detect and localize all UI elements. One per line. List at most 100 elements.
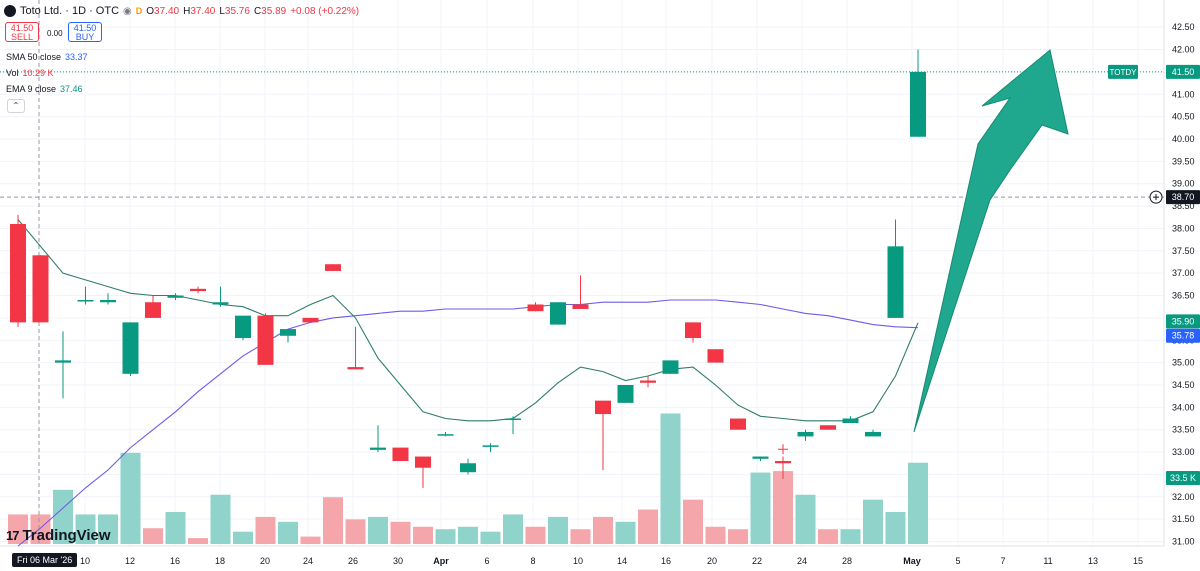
candle-body [122, 322, 139, 374]
time-tick-label: 28 [842, 556, 852, 566]
candle-body [145, 302, 161, 318]
candle-body [212, 302, 229, 305]
time-tick-label: 24 [303, 556, 313, 566]
candle-body [32, 255, 49, 323]
time-tick-label: 16 [661, 556, 671, 566]
volume-bar [300, 536, 321, 544]
price-badge-label: TOTDY [1110, 68, 1138, 77]
indicator-volume[interactable]: Vol 10.29 K [6, 68, 54, 78]
candle-body [910, 71, 926, 137]
volume-bar [638, 509, 658, 544]
price-tick-label: 35.00 [1172, 358, 1195, 368]
volume-bar [278, 521, 298, 544]
price-badge-value: 35.78 [1172, 331, 1195, 341]
volume-bar [548, 516, 568, 544]
time-tick-label: 8 [530, 556, 535, 566]
volume-bar [705, 526, 726, 544]
price-tick-label: 42.00 [1172, 45, 1195, 55]
volume-bar [458, 526, 478, 544]
price-tick-label: 31.00 [1172, 537, 1195, 547]
volume-bar [863, 499, 883, 544]
volume-bar [413, 526, 433, 544]
time-tick-label: 30 [393, 556, 403, 566]
eye-icon[interactable]: ◉ [123, 5, 132, 17]
candle-body [190, 288, 206, 292]
candle-body [775, 461, 791, 464]
volume-bar [908, 462, 928, 544]
price-badge-value: 33.5 K [1170, 473, 1196, 483]
candle-body [707, 349, 724, 363]
time-tick-label: May [903, 556, 921, 566]
candle-body [235, 315, 251, 339]
volume-bar [30, 514, 51, 544]
price-badge-bg [1166, 328, 1200, 343]
candle-body [257, 315, 274, 365]
candle-body [640, 380, 656, 383]
time-tick-label: Apr [433, 556, 449, 566]
sell-button[interactable]: 41.50 SELL [5, 22, 39, 42]
time-tick-label: 13 [1088, 556, 1098, 566]
candle-body [820, 425, 836, 430]
price-badge-value: 38.70 [1172, 192, 1195, 202]
candle-body [550, 302, 566, 325]
price-badge-bg [1166, 190, 1200, 205]
volume-bar [525, 526, 546, 544]
time-tick-label: 7 [1000, 556, 1005, 566]
candle-body [842, 418, 859, 424]
price-badge-bg [1166, 314, 1200, 329]
price-badge-value: 35.90 [1172, 316, 1195, 326]
time-tick-label: 14 [617, 556, 627, 566]
indicator-ema9[interactable]: EMA 9 close 37.46 [6, 84, 83, 94]
candle-body [55, 360, 71, 363]
sma50-line [17, 299, 919, 547]
volume-bar [368, 516, 388, 544]
tradingview-logo: 17 TradingView [6, 527, 111, 544]
legend-header: Toto Ltd. · 1D · OTC ◉ D O37.40 H37.40 L… [4, 5, 359, 17]
indicator-sma50[interactable]: SMA 50 close 33.37 [6, 52, 88, 62]
price-badge-bg [1166, 471, 1200, 485]
price-badge: TOTDY 41.50 [1108, 64, 1200, 79]
time-tick-label: 20 [707, 556, 717, 566]
candle-body [730, 418, 746, 430]
symbol-title[interactable]: Toto Ltd. · 1D · OTC [20, 5, 120, 17]
cursor-cross-icon [778, 444, 788, 455]
price-tick-label: 31.50 [1172, 514, 1195, 524]
crosshair-date-label: Fri 06 Mar '26 [12, 553, 78, 567]
price-tick-label: 40.50 [1172, 112, 1195, 122]
price-tick-label: 40.00 [1172, 134, 1195, 144]
candle-body [482, 445, 499, 447]
volume-bar [323, 497, 343, 544]
candle-body [797, 431, 814, 437]
volume-bar [210, 494, 231, 544]
time-tick-label: 26 [348, 556, 358, 566]
volume-bar [615, 521, 636, 544]
price-badge-label-bg [1108, 64, 1138, 79]
volume-bar [818, 529, 838, 544]
price-badge: 35.90 [1166, 314, 1200, 329]
candle-body [347, 367, 364, 370]
add-alert-plus-icon[interactable] [1149, 190, 1163, 204]
price-tick-label: 39.00 [1172, 179, 1195, 189]
candle-body [167, 295, 184, 298]
delayed-badge-icon: D [135, 6, 143, 16]
candle-body [437, 434, 454, 436]
price-tick-label: 38.50 [1172, 201, 1195, 211]
volume-bar [345, 519, 366, 544]
candle-body [887, 246, 904, 318]
price-change: +0.08 (+0.22%) [290, 5, 360, 17]
volume-bar [750, 472, 771, 544]
time-tick-label: 12 [125, 556, 135, 566]
price-tick-label: 37.50 [1172, 246, 1195, 256]
buy-button[interactable]: 41.50 BUY [68, 22, 102, 42]
time-tick-label: 6 [484, 556, 489, 566]
volume-bar [188, 538, 208, 544]
volume-bar [795, 494, 816, 544]
volume-bar [728, 529, 748, 544]
candle-body [662, 360, 679, 374]
chevron-up-icon[interactable]: ⌃ [7, 99, 25, 113]
candle-body [302, 317, 319, 323]
volume-bar [593, 516, 613, 544]
price-badge: 33.5 K [1166, 471, 1200, 485]
price-tick-label: 41.00 [1172, 89, 1195, 99]
